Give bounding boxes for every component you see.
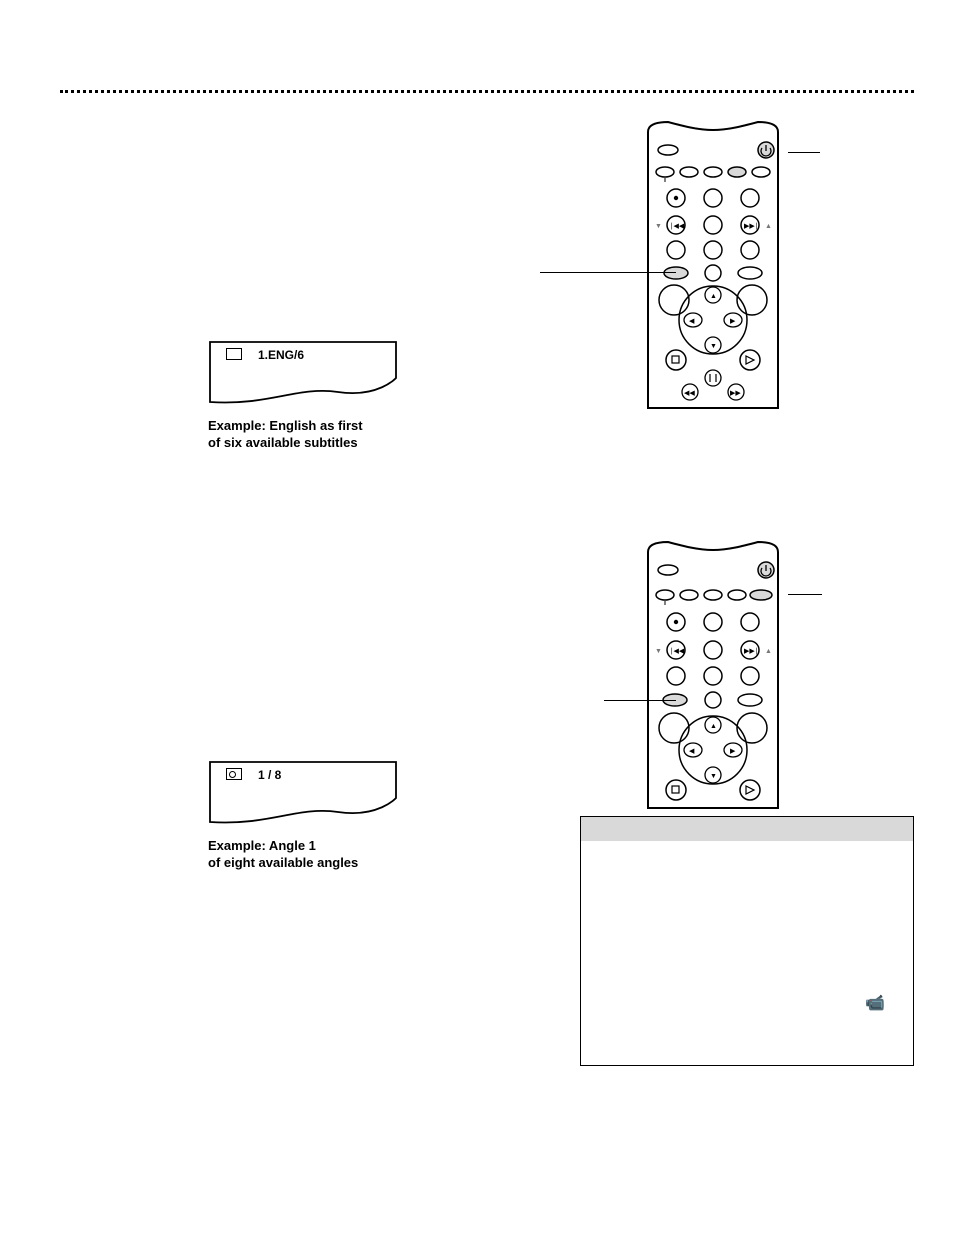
svg-text:▼: ▼: [710, 773, 717, 780]
remote-top-callout-left: [540, 272, 676, 273]
subtitle-caption-line1: Example: English as first: [208, 418, 363, 433]
remote-bottom-svg: ▼ ∣◀◀ ▶▶∣ ▲ ▲ ▼ ◀ ▶: [638, 540, 788, 810]
angle-example: 1 / 8 Example: Angle 1 of eight availabl…: [198, 760, 408, 872]
svg-text:◀: ◀: [689, 318, 695, 325]
svg-text:▲: ▲: [710, 723, 717, 730]
svg-text:∣◀◀: ∣◀◀: [670, 222, 685, 230]
helpful-hints-box: 📹: [580, 816, 914, 1066]
subtitle-screen-text: 1.ENG/6: [258, 348, 304, 362]
svg-text:◀◀: ◀◀: [684, 390, 695, 397]
remote-top: ▼ ∣◀◀ ▶▶∣ ▲ ▲ ▼ ◀: [638, 120, 788, 410]
svg-text:▼: ▼: [655, 648, 662, 655]
helpful-hints-header: [581, 817, 913, 841]
camera-icon: [226, 768, 242, 780]
subtitle-example: 1.ENG/6 Example: English as first of six…: [198, 340, 408, 452]
svg-text:▶▶∣: ▶▶∣: [744, 222, 758, 230]
angle-screen-text: 1 / 8: [258, 768, 281, 782]
svg-text:▶: ▶: [730, 318, 736, 325]
subtitle-screen-box: 1.ENG/6: [208, 340, 398, 412]
svg-text:▶▶: ▶▶: [730, 390, 741, 397]
subtitle-caption: Example: English as first of six availab…: [208, 418, 408, 452]
angle-caption: Example: Angle 1 of eight available angl…: [208, 838, 408, 872]
svg-text:▲: ▲: [710, 293, 717, 300]
svg-text:▶: ▶: [730, 748, 736, 755]
subtitle-caption-line2: of six available subtitles: [208, 435, 358, 450]
remote-top-callout-right: [788, 152, 820, 153]
subtitle-icon: [226, 348, 242, 360]
camera-corner-icon: 📹: [865, 993, 885, 1013]
svg-text:▶▶∣: ▶▶∣: [744, 647, 758, 655]
svg-text:▼: ▼: [710, 343, 717, 350]
remote-bottom-callout-right: [788, 594, 822, 595]
angle-screen-box: 1 / 8: [208, 760, 398, 832]
svg-text:▲: ▲: [765, 223, 772, 230]
angle-caption-line2: of eight available angles: [208, 855, 358, 870]
svg-text:▼: ▼: [655, 223, 662, 230]
svg-text:∣◀◀: ∣◀◀: [670, 647, 685, 655]
svg-text:▲: ▲: [765, 648, 772, 655]
page-root: 1.ENG/6 Example: English as first of six…: [0, 0, 954, 1235]
dotted-rule: [60, 90, 914, 93]
angle-caption-line1: Example: Angle 1: [208, 838, 316, 853]
remote-bottom-callout-left: [604, 700, 676, 701]
svg-text:◀: ◀: [689, 748, 695, 755]
remote-top-svg: ▼ ∣◀◀ ▶▶∣ ▲ ▲ ▼ ◀: [638, 120, 788, 410]
remote-bottom: ▼ ∣◀◀ ▶▶∣ ▲ ▲ ▼ ◀ ▶: [638, 540, 788, 810]
